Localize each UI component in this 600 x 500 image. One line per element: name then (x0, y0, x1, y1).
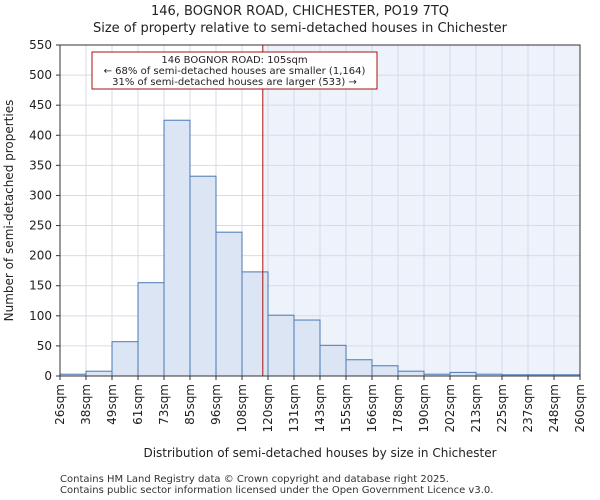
y-tick-label: 100 (29, 309, 52, 323)
y-tick-label: 350 (29, 158, 52, 172)
y-axis-label: Number of semi-detached properties (2, 100, 16, 322)
bar-120sqm (267, 314, 295, 377)
x-tick-label: 178sqm (391, 384, 405, 432)
y-tick-label: 150 (29, 279, 52, 293)
bar-49sqm (111, 341, 139, 377)
annotation-box: 146 BOGNOR ROAD: 105sqm ← 68% of semi-de… (91, 51, 378, 90)
x-tick-label: 85sqm (183, 384, 197, 425)
x-tick-label: 143sqm (313, 384, 327, 432)
footer-line-2: Contains public sector information licen… (60, 485, 494, 496)
x-tick-label: 96sqm (209, 384, 223, 425)
x-tick-label: 38sqm (79, 384, 93, 425)
footer-line-1: Contains HM Land Registry data © Crown c… (60, 474, 449, 485)
bar-143sqm (319, 344, 347, 377)
bar-166sqm (371, 365, 399, 377)
x-tick-label: 237sqm (521, 384, 535, 432)
y-tick-label: 50 (37, 339, 52, 353)
bar-178sqm (397, 370, 425, 377)
annotation-line-1: 146 BOGNOR ROAD: 105sqm (161, 55, 307, 66)
y-tick-label: 500 (29, 68, 52, 82)
chart-title: 146, BOGNOR ROAD, CHICHESTER, PO19 7TQ (150, 4, 450, 19)
bar-96sqm (215, 231, 243, 377)
bar-85sqm (189, 175, 217, 377)
x-tick-label: 26sqm (53, 384, 67, 425)
x-tick-label: 49sqm (105, 384, 119, 425)
y-tick-label: 0 (44, 369, 52, 383)
x-tick-label: 131sqm (287, 384, 301, 432)
bar-202sqm (449, 371, 477, 377)
x-tick-label: 155sqm (339, 384, 353, 432)
x-tick-label: 120sqm (261, 384, 275, 432)
x-tick-label: 213sqm (469, 384, 483, 432)
x-tick-label: 248sqm (547, 384, 561, 432)
y-tick-label: 550 (29, 38, 52, 52)
bar-73sqm (163, 119, 191, 377)
x-tick-label: 260sqm (573, 384, 587, 432)
x-tick-label: 225sqm (495, 384, 509, 432)
x-tick-label: 202sqm (443, 384, 457, 432)
y-tick-label: 400 (29, 128, 52, 142)
x-tick-label: 190sqm (417, 384, 431, 432)
annotation-line-2: ← 68% of semi-detached houses are smalle… (104, 66, 366, 77)
x-tick-label: 166sqm (365, 384, 379, 432)
x-tick-label: 61sqm (131, 384, 145, 425)
bar-131sqm (293, 319, 321, 377)
x-axis-label: Distribution of semi-detached houses by … (143, 446, 496, 460)
x-tick-label: 73sqm (157, 384, 171, 425)
annotation-line-3: 31% of semi-detached houses are larger (… (112, 77, 357, 88)
y-tick-label: 250 (29, 219, 52, 233)
x-tick-label: 108sqm (235, 384, 249, 432)
bar-108sqm (241, 271, 269, 377)
bar-38sqm (85, 370, 113, 377)
y-tick-label: 450 (29, 98, 52, 112)
bar-61sqm (137, 282, 165, 377)
chart-subtitle: Size of property relative to semi-detach… (92, 21, 508, 36)
y-tick-label: 300 (29, 188, 52, 202)
y-tick-label: 200 (29, 249, 52, 263)
bar-155sqm (345, 359, 373, 377)
